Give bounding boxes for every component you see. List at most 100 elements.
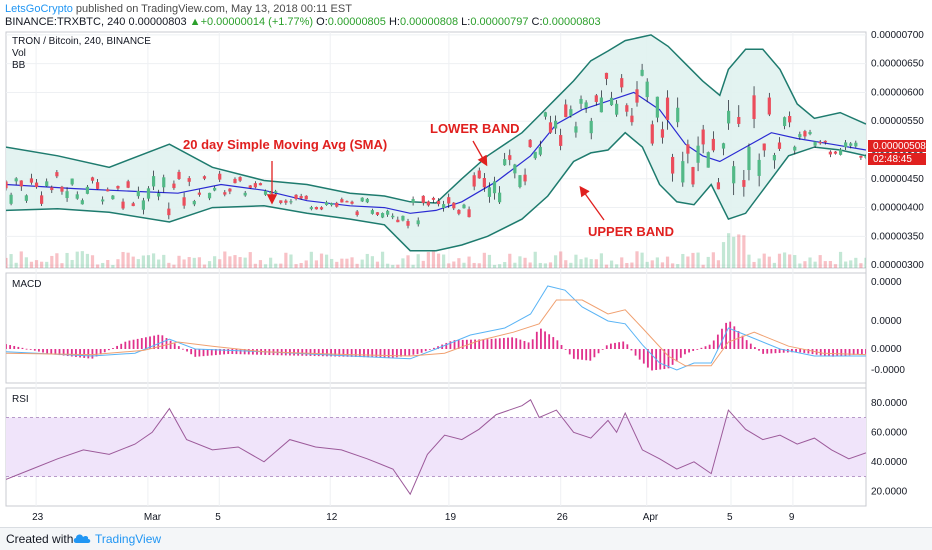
open-value: 0.00000805 <box>327 16 386 28</box>
volume-bar <box>859 263 863 268</box>
time-tick-label: 5 <box>215 512 221 523</box>
volume-bar <box>386 263 390 268</box>
histogram-bar <box>552 337 555 349</box>
bb-indicator-label[interactable]: BB <box>12 60 26 71</box>
histogram-bar <box>21 347 24 349</box>
volume-bar <box>686 256 690 268</box>
volume-bar <box>90 255 95 268</box>
volume-indicator-label[interactable]: Vol <box>12 48 26 59</box>
histogram-bar <box>852 349 855 355</box>
volume-bar <box>248 252 252 268</box>
upper-band-arrow <box>579 185 605 221</box>
candle-body <box>136 191 140 197</box>
volume-bar <box>213 256 217 268</box>
volume-bar <box>579 259 583 268</box>
histogram-bar <box>371 349 374 358</box>
candle-body <box>40 195 44 204</box>
volume-bar <box>146 255 151 268</box>
candle-body <box>106 189 110 192</box>
volume-bar <box>487 254 492 268</box>
volume-bar <box>294 264 298 268</box>
volume-bar <box>457 258 461 268</box>
candle-body <box>838 149 843 155</box>
time-tick-label: Apr <box>643 512 659 523</box>
time-tick-label: 19 <box>445 512 457 523</box>
candle-body <box>70 178 74 185</box>
histogram-bar <box>823 349 826 356</box>
histogram-bar <box>832 349 834 357</box>
price-axis[interactable] <box>866 32 926 506</box>
candle-body <box>477 170 481 179</box>
volume-bar <box>767 256 771 268</box>
bollinger-upper-band <box>6 34 866 204</box>
lower-band-arrow <box>472 140 488 167</box>
histogram-bar <box>25 348 28 350</box>
rsi-pane-title[interactable]: RSI <box>12 394 29 405</box>
histogram-bar <box>630 349 633 351</box>
volume-bar <box>391 264 395 268</box>
candle-body <box>671 156 675 174</box>
volume-bar <box>523 257 527 268</box>
candle-body <box>274 191 278 193</box>
candle-body <box>355 211 359 216</box>
histogram-bar <box>400 349 402 357</box>
volume-bar <box>701 264 705 268</box>
volume-bar <box>253 263 257 268</box>
histogram-bar <box>840 349 843 357</box>
candle-body <box>55 172 59 177</box>
volume-bar <box>823 261 827 268</box>
volume-bar <box>472 262 476 268</box>
macd-pane-title[interactable]: MACD <box>12 279 41 290</box>
candle-body <box>711 138 715 151</box>
candle-body <box>314 206 319 210</box>
candle-body <box>813 141 817 146</box>
candle-body <box>721 143 726 149</box>
histogram-bar <box>17 346 20 349</box>
histogram-bar <box>741 335 744 349</box>
tradingview-brand-link[interactable]: TradingView <box>95 532 162 546</box>
tradingview-chart[interactable]: 0.00000700 0.00000650 0.00000600 0.00000550… <box>0 30 932 528</box>
volume-bar <box>604 264 609 268</box>
histogram-bar <box>560 345 563 349</box>
candle-body <box>732 166 736 184</box>
histogram-bar <box>511 337 514 349</box>
candle-body <box>599 97 603 113</box>
volume-bar <box>803 261 807 268</box>
candle-body <box>253 183 257 188</box>
volume-bar <box>126 252 130 268</box>
volume-bar <box>401 258 405 268</box>
volume-bar <box>406 255 410 268</box>
histogram-bar <box>95 349 98 357</box>
candlesticks <box>6 63 866 229</box>
open-label: O: <box>316 16 328 28</box>
tradingview-cloud-icon[interactable] <box>73 533 91 544</box>
macd-pane[interactable] <box>5 272 867 384</box>
candle-body <box>19 180 23 187</box>
candle-body <box>752 95 756 119</box>
candle-body <box>579 98 583 104</box>
histogram-bar <box>445 342 448 349</box>
time-tick-label: 23 <box>32 512 44 523</box>
author-link[interactable]: LetsGoCrypto <box>5 3 73 15</box>
volume-bar <box>279 263 283 268</box>
volume-bar <box>854 257 858 268</box>
candle-body <box>650 124 654 144</box>
volume-bar <box>416 254 420 268</box>
histogram-bar <box>642 349 645 364</box>
histogram-bar <box>305 349 308 356</box>
histogram-bar <box>9 345 12 349</box>
candle-body <box>111 195 115 200</box>
volume-bar <box>609 260 614 268</box>
candle-body <box>823 140 827 143</box>
volume-bar <box>599 253 603 268</box>
histogram-bar <box>819 349 822 356</box>
histogram-bar <box>453 340 456 349</box>
volume-bar <box>223 251 227 268</box>
histogram-bar <box>428 349 431 350</box>
histogram-bar <box>581 349 583 360</box>
histogram-bar <box>342 349 345 357</box>
volume-bar <box>330 258 334 268</box>
histogram-bar <box>412 349 415 355</box>
histogram-bar <box>46 349 49 354</box>
histogram-bar <box>182 348 184 350</box>
